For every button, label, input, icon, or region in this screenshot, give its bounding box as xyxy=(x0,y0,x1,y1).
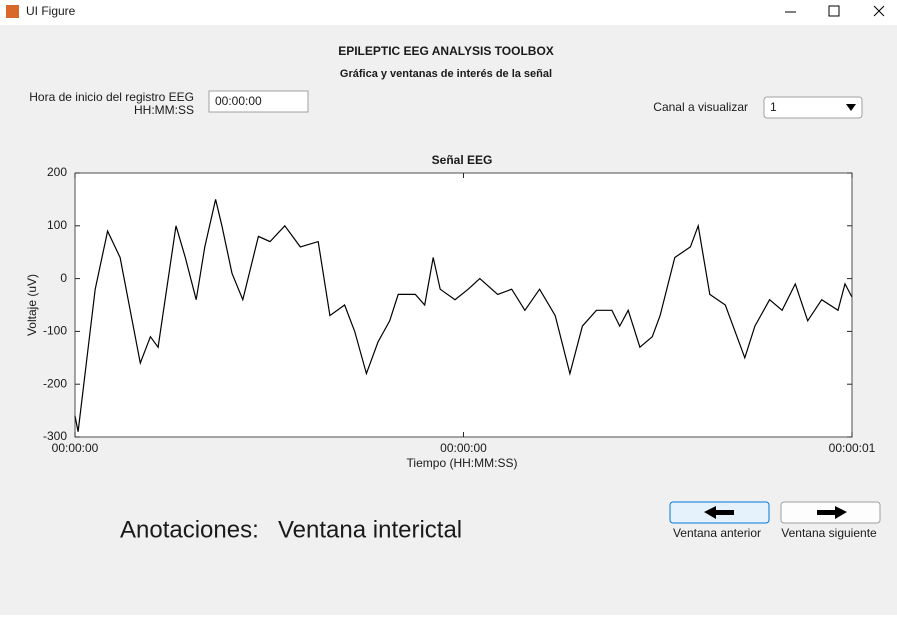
start-time-label: HH:MM:SS xyxy=(134,103,194,117)
dropdown-arrow xyxy=(846,104,856,111)
y-tick-label: 200 xyxy=(47,165,67,179)
plot-area xyxy=(75,173,852,437)
x-tick-label: 00:00:01 xyxy=(829,441,876,455)
start-time-input[interactable] xyxy=(208,90,309,113)
x-tick-label: 00:00:00 xyxy=(440,441,487,455)
eeg-line xyxy=(74,199,853,432)
annotations-value: Ventana interictal xyxy=(278,516,462,543)
y-tick-label: 0 xyxy=(60,271,67,285)
y-tick-label: 100 xyxy=(47,218,67,232)
window-title: UI Figure xyxy=(26,4,76,18)
annotations-label: Anotaciones: xyxy=(120,516,259,543)
channel-value: 1 xyxy=(770,100,777,114)
close-button[interactable] xyxy=(873,5,885,17)
y-axis-label: Voltaje (uV) xyxy=(25,274,39,336)
y-tick-label: -300 xyxy=(43,429,67,443)
y-tick-label: -100 xyxy=(43,324,67,338)
app-title: EPILEPTIC EEG ANALYSIS TOOLBOX xyxy=(338,44,554,58)
title-bar xyxy=(0,0,897,25)
x-tick-label: 00:00:00 xyxy=(52,441,99,455)
x-axis-label: Tiempo (HH:MM:SS) xyxy=(407,456,518,470)
channel-label: Canal a visualizar xyxy=(653,100,748,114)
chart-title: Señal EEG xyxy=(432,153,493,167)
app-icon xyxy=(6,5,19,18)
y-tick-label: -200 xyxy=(43,376,67,390)
maximize-button[interactable] xyxy=(828,5,840,17)
next-button-label: Ventana siguiente xyxy=(781,526,877,540)
app-subtitle: Gráfica y ventanas de interés de la seña… xyxy=(340,68,552,80)
start-time-value: 00:00:00 xyxy=(215,94,262,108)
left-arrow-icon xyxy=(704,506,734,519)
channel-dropdown[interactable] xyxy=(763,96,863,119)
start-time-label: Hora de inicio del registro EEG xyxy=(29,90,194,104)
chart: Señal EEG Tiempo (HH:MM:SS) Voltaje (uV)… xyxy=(25,153,876,470)
right-arrow-icon xyxy=(817,506,847,519)
previous-button-label: Ventana anterior xyxy=(673,526,761,540)
